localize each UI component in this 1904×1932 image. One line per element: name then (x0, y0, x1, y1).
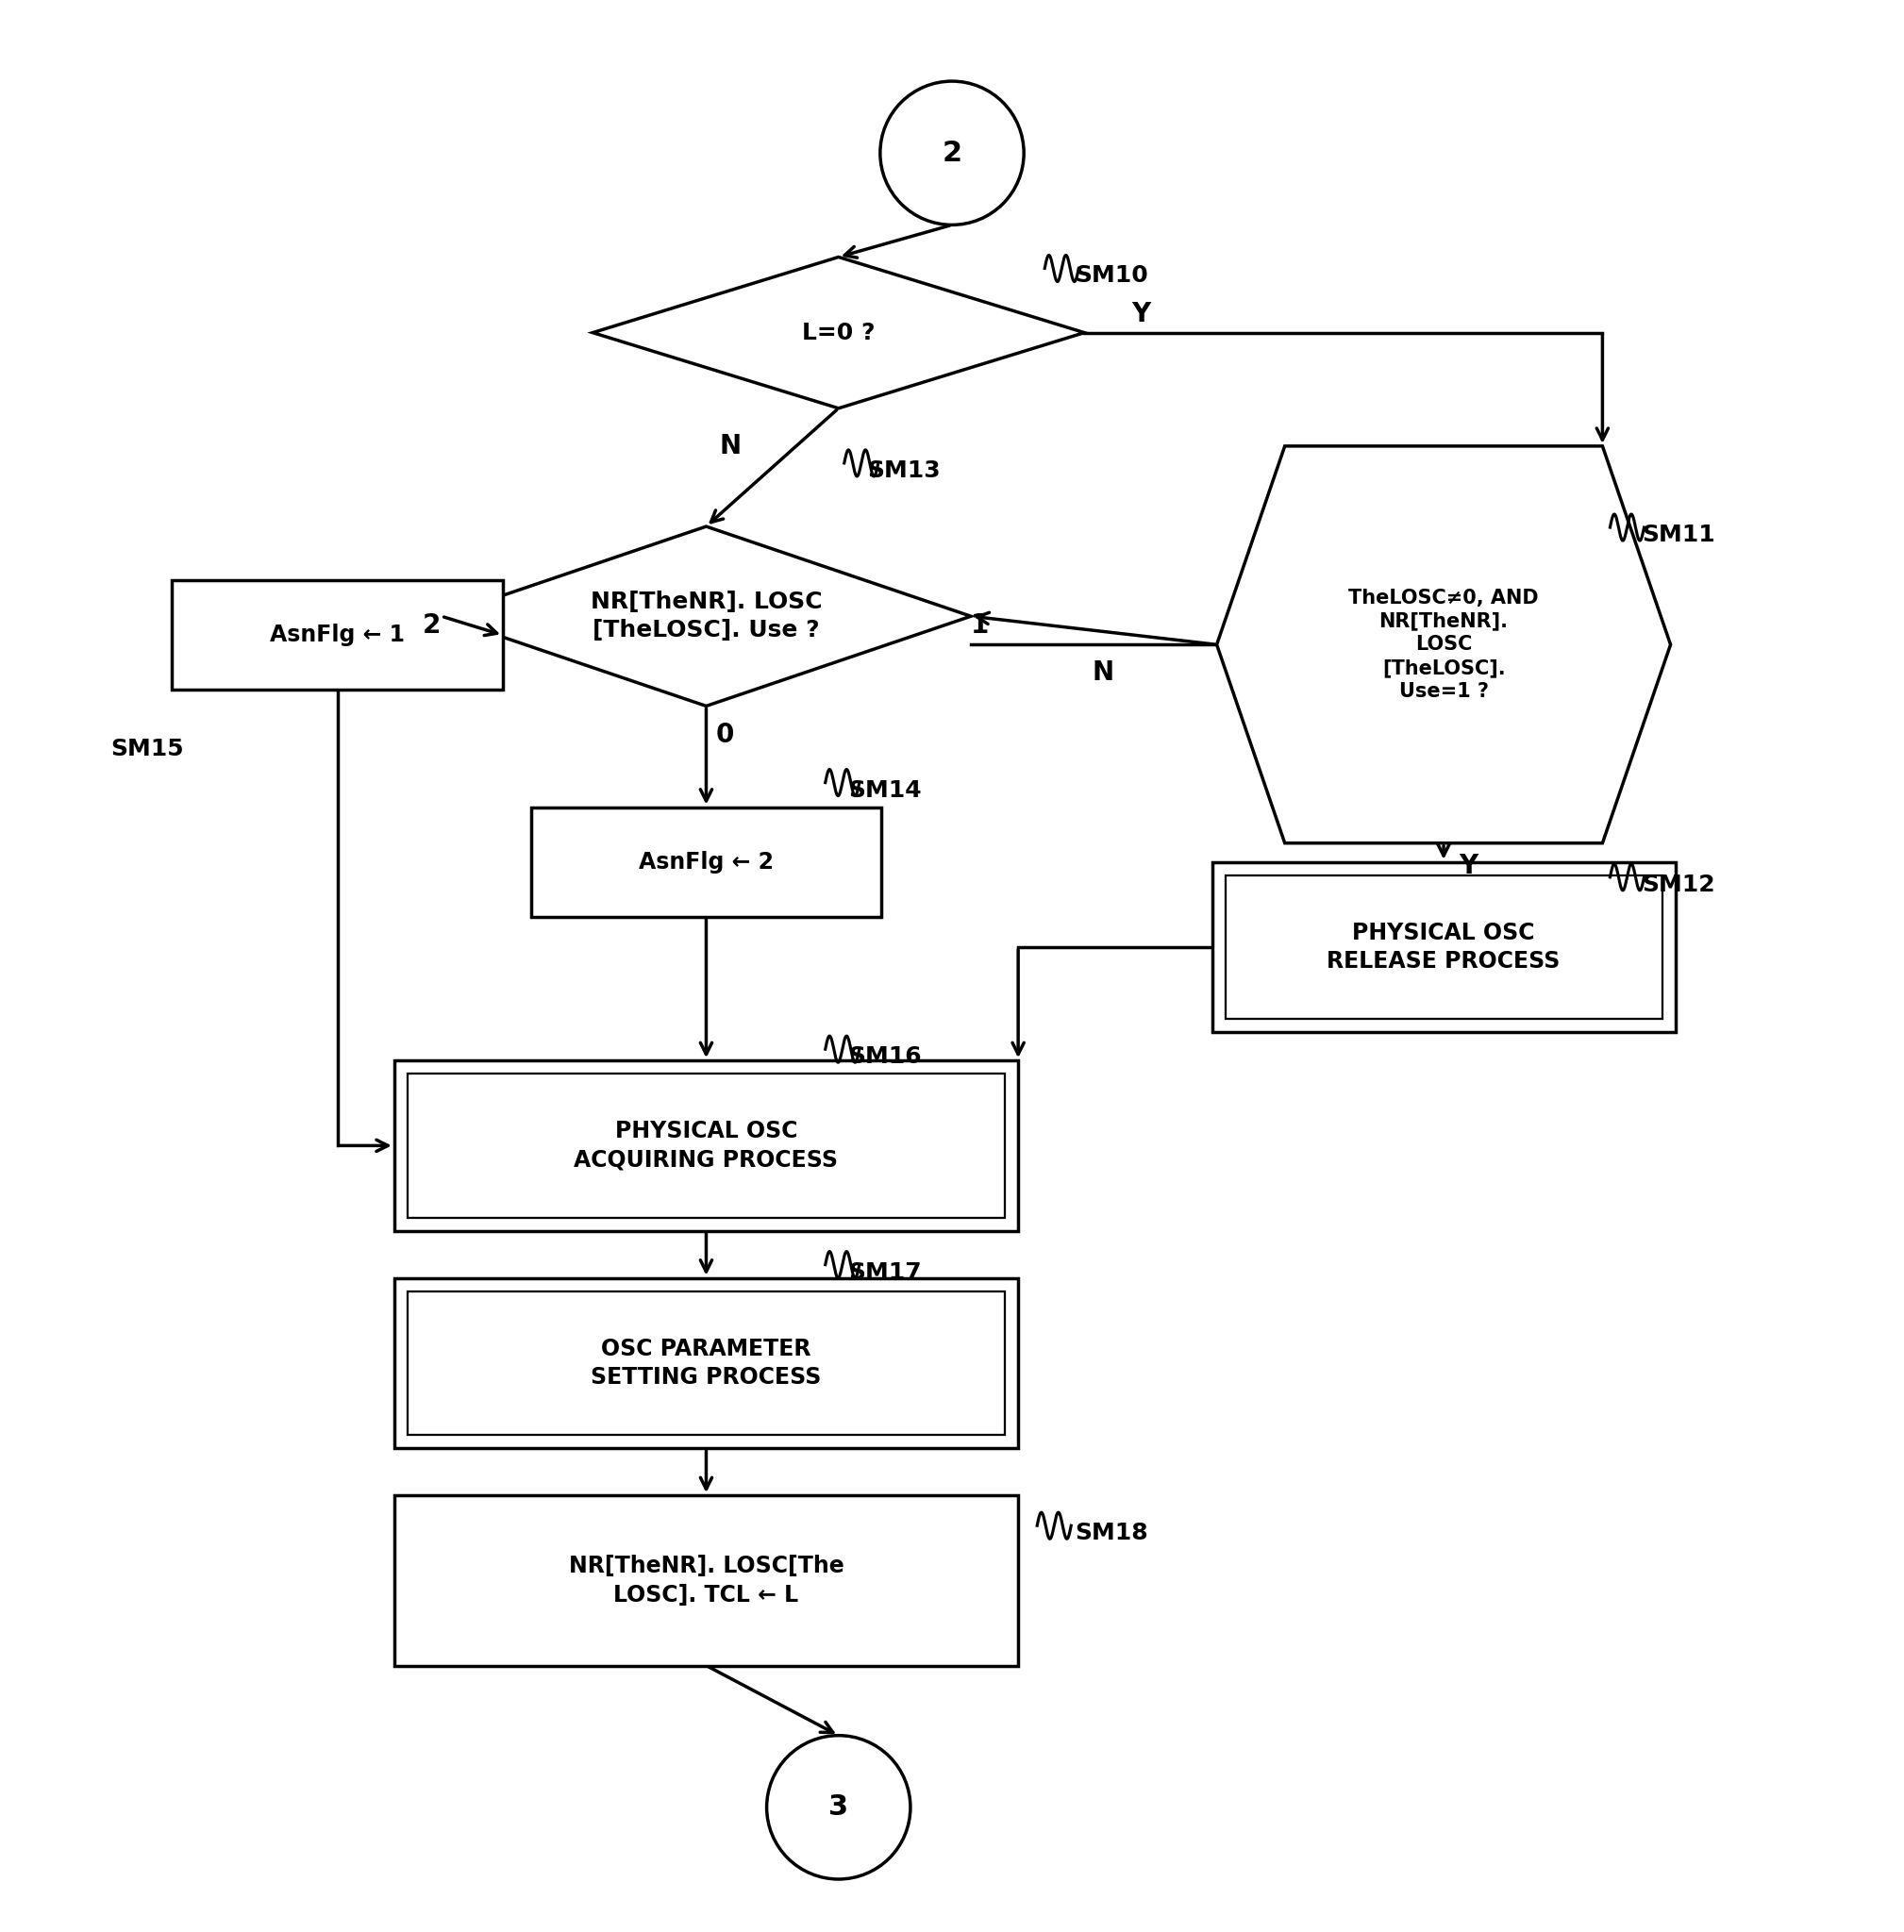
Polygon shape (1217, 446, 1670, 842)
Text: L=0 ?: L=0 ? (802, 321, 876, 344)
Text: SM16: SM16 (847, 1045, 922, 1068)
Text: OSC PARAMETER
SETTING PROCESS: OSC PARAMETER SETTING PROCESS (590, 1337, 821, 1389)
Text: NR[TheNR]. LOSC[The
LOSC]. TCL ← L: NR[TheNR]. LOSC[The LOSC]. TCL ← L (569, 1555, 843, 1605)
Text: SM14: SM14 (847, 779, 922, 802)
Text: Y: Y (1131, 301, 1150, 327)
Polygon shape (592, 257, 1085, 408)
Circle shape (767, 1735, 910, 1880)
Bar (407, 1291, 1005, 1435)
Text: AsnFlg ← 1: AsnFlg ← 1 (270, 624, 406, 647)
Text: SM15: SM15 (110, 738, 185, 759)
Bar (394, 1495, 1019, 1665)
Text: N: N (1091, 659, 1114, 686)
Bar (394, 1061, 1019, 1231)
Text: SM11: SM11 (1641, 524, 1716, 547)
Polygon shape (442, 526, 971, 705)
Bar (1213, 862, 1676, 1032)
Text: 2: 2 (942, 139, 962, 166)
Text: SM17: SM17 (847, 1262, 922, 1283)
Text: 1: 1 (971, 612, 988, 639)
Text: 2: 2 (423, 612, 442, 639)
Text: SM10: SM10 (1076, 265, 1148, 288)
Circle shape (880, 81, 1024, 224)
Text: SM18: SM18 (1076, 1522, 1148, 1544)
Text: Y: Y (1458, 852, 1478, 879)
Text: NR[TheNR]. LOSC
[TheLOSC]. Use ?: NR[TheNR]. LOSC [TheLOSC]. Use ? (590, 591, 823, 641)
Bar (531, 808, 882, 918)
Bar (394, 1277, 1019, 1449)
Text: SM12: SM12 (1641, 873, 1716, 896)
Bar (407, 1074, 1005, 1217)
Text: AsnFlg ← 2: AsnFlg ← 2 (638, 850, 773, 873)
Bar (1226, 875, 1662, 1018)
Text: SM13: SM13 (866, 460, 941, 481)
Text: 0: 0 (716, 723, 733, 748)
Text: TheLOSC≠0, AND
NR[TheNR].
LOSC
[TheLOSC].
Use=1 ?: TheLOSC≠0, AND NR[TheNR]. LOSC [TheLOSC]… (1348, 589, 1538, 701)
Bar (171, 580, 503, 690)
Text: PHYSICAL OSC
RELEASE PROCESS: PHYSICAL OSC RELEASE PROCESS (1327, 922, 1561, 974)
Text: PHYSICAL OSC
ACQUIRING PROCESS: PHYSICAL OSC ACQUIRING PROCESS (575, 1121, 838, 1171)
Text: 3: 3 (828, 1793, 849, 1822)
Text: N: N (720, 433, 741, 460)
